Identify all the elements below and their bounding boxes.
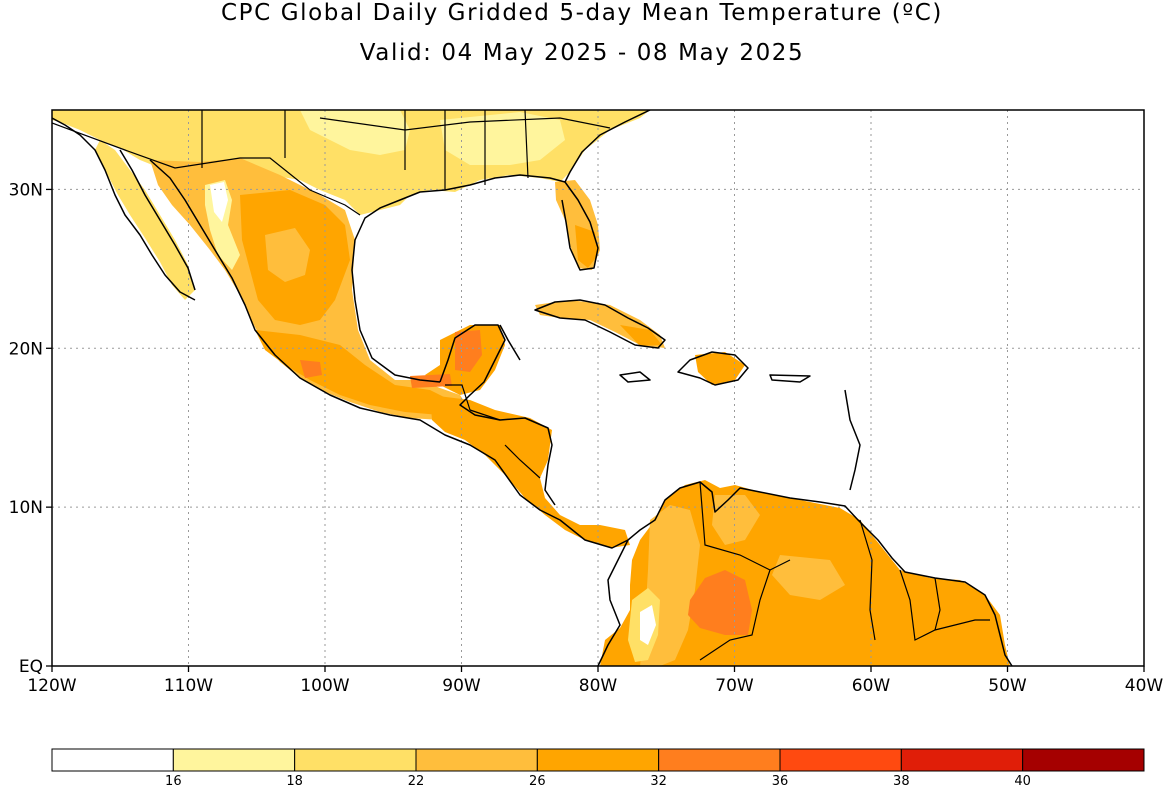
- country-borders: [52, 110, 990, 661]
- region-florida-south: [575, 225, 598, 268]
- colorbar-swatch: [294, 748, 417, 772]
- colorbar-label: 38: [893, 774, 910, 789]
- colorbar: 16 18 22 26 32 36 38 40: [51, 748, 1145, 789]
- region-andes-white: [640, 605, 656, 645]
- colorbar-label: 22: [408, 774, 425, 789]
- lon-tick-label: 110W: [164, 676, 213, 696]
- colorbar-label: 32: [650, 774, 667, 789]
- coastlines: [52, 110, 1013, 666]
- lat-tick-label: 20N: [9, 339, 43, 359]
- region-mexico-south: [255, 330, 450, 415]
- region-mexico-plateau: [265, 228, 310, 282]
- colorbar-swatch: [172, 748, 296, 772]
- colorbar-label: 16: [165, 774, 182, 789]
- colorbar-swatch: [415, 748, 538, 772]
- region-sierra-white: [210, 182, 228, 222]
- region-baja: [95, 140, 195, 300]
- map-subtitle: Valid: 04 May 2025 - 08 May 2025: [359, 40, 805, 66]
- lon-tick-label: 80W: [579, 676, 618, 696]
- lat-tick-label: 30N: [9, 180, 43, 200]
- region-yucatan-hot: [410, 330, 482, 388]
- region-hispaniola: [695, 352, 745, 385]
- colorbar-swatch: [536, 748, 660, 772]
- region-llanos-hot: [688, 570, 752, 635]
- lon-tick-label: 100W: [300, 676, 349, 696]
- lon-tick-label: 90W: [442, 676, 481, 696]
- colorbar-label: 26: [529, 774, 546, 789]
- colorbar-swatch: [900, 748, 1024, 772]
- grid-lines: [52, 110, 1144, 666]
- region-cuba-hot: [620, 325, 662, 346]
- lat-tick-label: 10N: [9, 498, 43, 518]
- lon-tick-label: 60W: [852, 676, 891, 696]
- region-us-pale: [440, 112, 565, 165]
- colorbar-swatch: [1022, 748, 1145, 772]
- colorbar-label: 36: [772, 774, 789, 789]
- lon-tick-label: 120W: [27, 676, 76, 696]
- colorbar-swatch: [658, 748, 781, 772]
- colorbar-swatch: [779, 748, 902, 772]
- region-venezuela-pale: [712, 495, 845, 600]
- region-us-inland-cool: [300, 110, 410, 155]
- temperature-field: [52, 110, 1144, 666]
- map-title: CPC Global Daily Gridded 5-day Mean Temp…: [221, 0, 943, 26]
- colorbar-label: 18: [286, 774, 303, 789]
- region-mexico-hot: [300, 360, 322, 378]
- axis-ticks: 120W 110W 100W 90W 80W 70W 60W 50W 40W EQ 10N 20N 30…: [9, 180, 1164, 696]
- lon-tick-label: 70W: [715, 676, 754, 696]
- colorbar-label: 40: [1014, 774, 1031, 789]
- lat-tick-label: EQ: [19, 657, 43, 677]
- region-central-america: [430, 395, 630, 548]
- lon-tick-label: 50W: [988, 676, 1027, 696]
- lon-tick-label: 40W: [1125, 676, 1164, 696]
- colorbar-swatch: [51, 748, 174, 772]
